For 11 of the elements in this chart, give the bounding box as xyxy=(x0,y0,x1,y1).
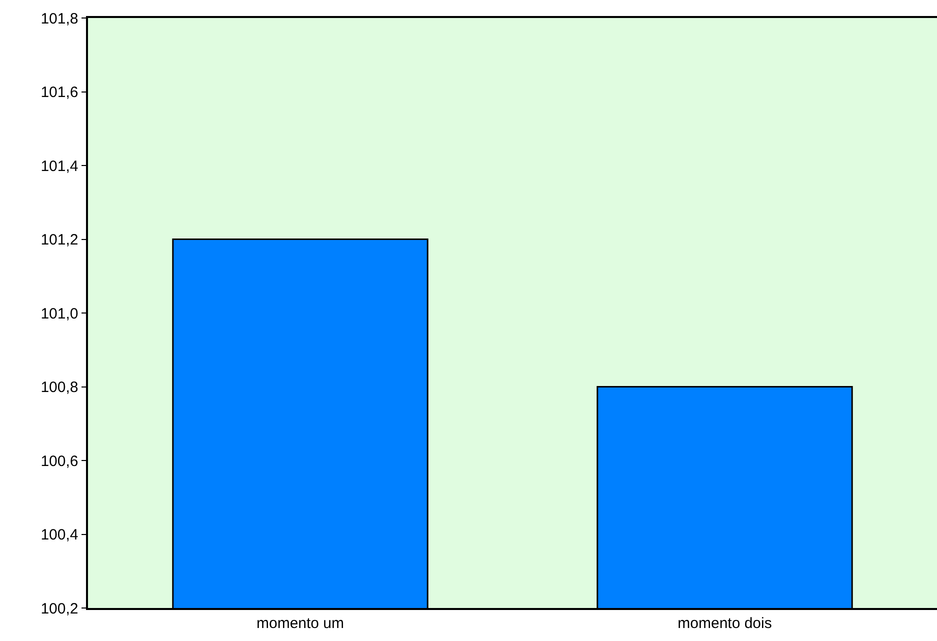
y-tick-label: 101,6 xyxy=(40,84,78,101)
y-tick-label: 100,4 xyxy=(40,526,78,544)
y-tick-label: 101,2 xyxy=(40,232,78,248)
y-tick-label: 100,2 xyxy=(40,600,78,618)
x-tick-label: momento um xyxy=(256,614,344,632)
y-tick-label: 101,8 xyxy=(40,10,78,28)
y-tick-label: 100,6 xyxy=(40,452,78,470)
x-tick-label: momento dois xyxy=(678,614,772,632)
y-tick-label: 101,0 xyxy=(40,305,78,322)
y-tick-label: 101,4 xyxy=(40,158,78,175)
y-tick-label: 100,8 xyxy=(40,379,78,396)
